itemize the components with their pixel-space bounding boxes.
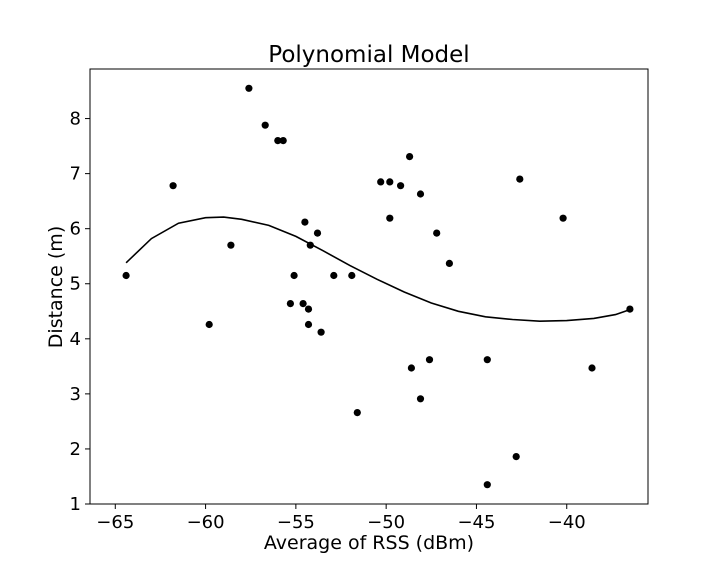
data-point [304, 320, 313, 329]
scatter-points-layer [122, 84, 634, 489]
y-axis-label: Distance (m) [45, 226, 67, 348]
data-point [377, 178, 385, 186]
polynomial-fit-line [125, 216, 631, 323]
y-tick-label: 6 [70, 219, 81, 240]
data-point [279, 137, 287, 145]
data-point [245, 84, 253, 92]
data-point [433, 229, 441, 237]
x-tick-label: −45 [457, 512, 495, 533]
data-point [330, 271, 338, 280]
y-tick-label: 1 [70, 494, 81, 515]
data-point [205, 320, 213, 329]
y-tick-label: 8 [70, 109, 81, 130]
y-tick-label: 5 [70, 274, 81, 295]
data-point [304, 305, 313, 313]
data-point [512, 453, 520, 461]
data-point [261, 121, 269, 129]
x-tick-label: −60 [187, 512, 225, 533]
data-point [416, 190, 425, 198]
x-tick-label: −40 [548, 512, 586, 533]
x-tick-label: −50 [367, 512, 405, 533]
y-tick-label: 3 [70, 384, 81, 405]
x-tick-label: −55 [277, 512, 315, 533]
data-point [588, 364, 596, 372]
data-point [407, 364, 415, 372]
x-tick-label: −65 [96, 512, 134, 533]
data-point [317, 328, 325, 336]
plot-area [89, 68, 649, 505]
data-point [559, 214, 567, 222]
y-axis-ticks: 1 2 3 4 5 6 7 8 [70, 109, 90, 515]
data-point [286, 300, 294, 308]
y-tick-label: 4 [70, 329, 81, 350]
data-point [416, 395, 425, 403]
data-point [227, 241, 235, 249]
x-axis-label: Average of RSS (dBm) [264, 532, 474, 554]
data-point [483, 481, 491, 489]
data-point [386, 178, 394, 186]
polynomial-fit-layer [125, 216, 631, 323]
data-point [406, 153, 414, 161]
data-point [425, 356, 434, 364]
data-point [483, 356, 491, 364]
data-point [306, 241, 314, 249]
data-point [313, 229, 322, 237]
data-point [299, 300, 307, 308]
data-point [348, 271, 356, 280]
data-point [386, 214, 394, 222]
plot-frame [89, 68, 649, 505]
data-point [290, 271, 298, 280]
data-point [301, 218, 309, 226]
chart-title: Polynomial Model [268, 42, 469, 68]
y-tick-label: 2 [70, 439, 81, 460]
data-point [445, 259, 453, 267]
y-tick-label: 7 [70, 164, 81, 185]
data-point [122, 271, 130, 280]
x-axis-ticks: −65 −60 −55 −50 −45 −40 [96, 504, 586, 533]
data-point [169, 182, 177, 190]
data-point [397, 182, 405, 190]
data-point [353, 409, 361, 417]
data-point [626, 305, 634, 313]
data-point [274, 137, 282, 145]
data-point [516, 175, 524, 183]
